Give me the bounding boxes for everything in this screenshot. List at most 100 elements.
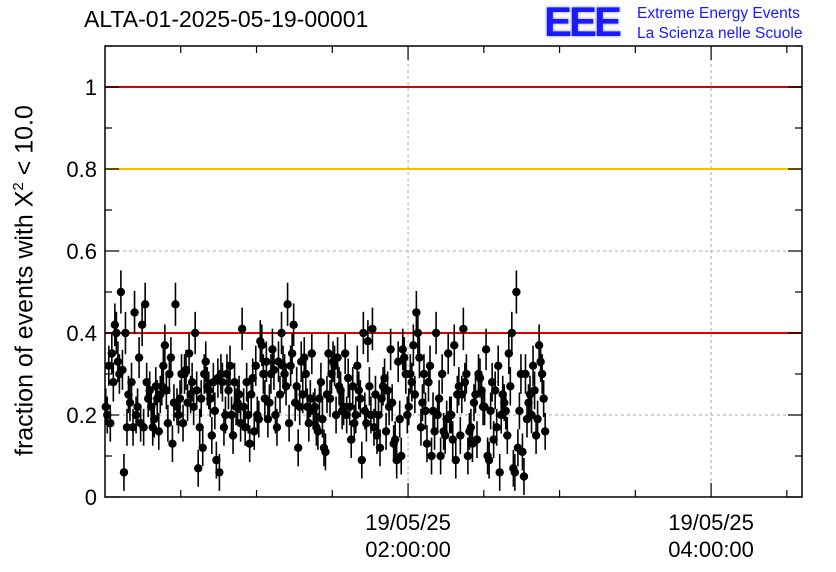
data-point [140, 300, 150, 309]
data-point [187, 378, 197, 387]
data-point [265, 398, 274, 407]
data-point [242, 378, 251, 387]
data-point [271, 410, 280, 420]
data-point [192, 386, 201, 395]
data-point [460, 378, 470, 387]
reference-lines [105, 86, 802, 334]
data-point [207, 431, 217, 440]
data-point [416, 423, 426, 432]
data-point [218, 378, 227, 387]
data-point [275, 390, 285, 399]
data-point [268, 345, 277, 354]
data-point [286, 361, 295, 370]
data-point [219, 423, 229, 432]
data-point [178, 419, 188, 428]
data-point [240, 423, 250, 432]
data-point [171, 300, 180, 309]
data-point [531, 431, 541, 440]
data-point [381, 427, 391, 436]
data-point [324, 349, 333, 358]
data-point [397, 451, 406, 461]
y-tick-label: 0.6 [66, 239, 97, 264]
data-point [457, 390, 467, 399]
data-point [101, 402, 110, 411]
data-point [434, 394, 444, 403]
eee-logo: EEE Extreme Energy Events La Scienza nel… [544, 0, 834, 45]
data-point [343, 373, 353, 383]
data-point [415, 353, 424, 362]
data-point [454, 382, 464, 391]
data-point [421, 406, 430, 416]
data-point [116, 287, 126, 297]
data-point [340, 349, 350, 358]
data-point [228, 431, 238, 440]
data-point [357, 455, 367, 465]
data-point [284, 419, 294, 428]
data-point [131, 410, 141, 420]
data-point [374, 410, 383, 420]
data-point [225, 361, 235, 370]
data-point [515, 406, 524, 416]
data-point [239, 402, 248, 411]
data-point [281, 382, 291, 391]
data-point [506, 382, 515, 391]
data-point [536, 357, 545, 366]
data-point [409, 341, 418, 350]
data-point [121, 328, 130, 338]
data-point [175, 394, 185, 403]
data-point [197, 394, 206, 403]
data-point [398, 345, 407, 354]
data-point [375, 443, 385, 452]
data-point [424, 378, 433, 387]
data-point [134, 353, 144, 362]
data-point [160, 341, 170, 350]
data-point [230, 378, 239, 387]
data-point [330, 361, 339, 370]
data-point [380, 373, 389, 383]
data-point [395, 414, 404, 424]
data-point [254, 414, 263, 424]
data-point [350, 419, 359, 428]
data-point [280, 369, 289, 379]
data-point [204, 386, 213, 395]
data-point [198, 443, 207, 452]
data-point [456, 431, 465, 440]
data-point [318, 414, 327, 424]
data-point [227, 410, 236, 420]
data-point [109, 378, 118, 387]
data-point [510, 468, 520, 477]
data-point [504, 349, 514, 358]
data-point [224, 386, 233, 395]
y-tick-label: 0.8 [66, 157, 97, 182]
data-point [313, 427, 323, 436]
data-point [537, 369, 547, 379]
eee-logo-mark: EEE [544, 0, 622, 45]
data-point [419, 369, 429, 379]
data-point [183, 398, 192, 407]
data-point [440, 431, 450, 440]
data-point [150, 414, 159, 424]
data-point [181, 365, 191, 375]
data-point [245, 439, 254, 448]
data-point [107, 349, 117, 358]
data-point [471, 390, 480, 399]
data-point [110, 320, 120, 329]
data-point [201, 357, 210, 366]
data-point [243, 410, 253, 420]
data-point [263, 414, 273, 424]
data-point [122, 423, 132, 432]
data-point [354, 386, 363, 395]
data-point [184, 349, 194, 358]
data-point [125, 398, 135, 407]
data-point [195, 423, 204, 432]
data-point [443, 349, 453, 358]
data-point [487, 378, 497, 387]
data-point [518, 447, 527, 457]
data-point [369, 423, 379, 432]
data-point [162, 386, 171, 395]
data-point [366, 410, 376, 420]
data-point [534, 341, 544, 350]
data-point [333, 353, 342, 362]
data-point [480, 402, 489, 411]
